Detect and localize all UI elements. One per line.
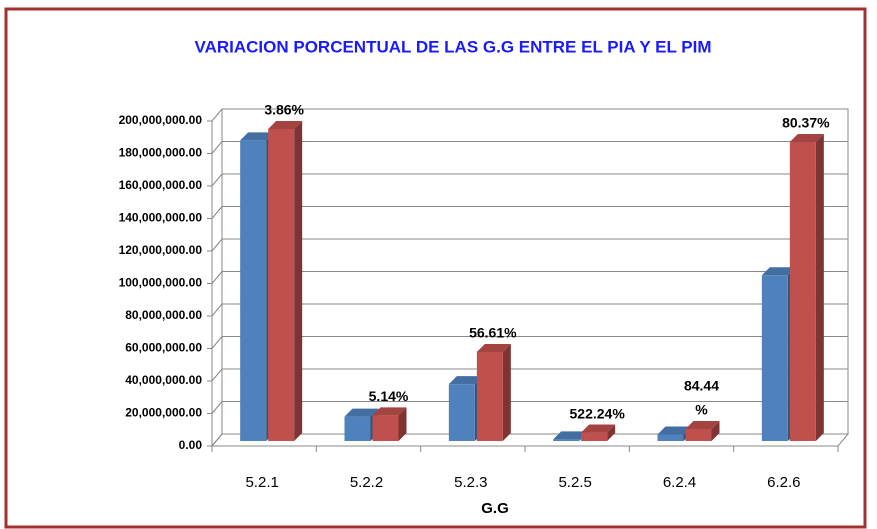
bar: [476, 343, 511, 441]
bar-front: [685, 428, 712, 441]
bar-top: [789, 134, 824, 142]
grid-line-side: [211, 238, 223, 252]
annotation: 84.44: [684, 378, 719, 394]
x-tick-label: 6.2.4: [663, 474, 696, 491]
annotation: 3.86%: [264, 102, 304, 118]
x-tick-label: 5.2.1: [245, 474, 278, 491]
frame: [4, 7, 867, 529]
bar-top: [448, 376, 483, 385]
y-tick-label: 160,000,000.00: [119, 178, 203, 192]
bar-top: [553, 431, 588, 440]
y-tick-label: 140,000,000.00: [119, 211, 203, 225]
bar: [685, 420, 720, 441]
bar-top: [685, 420, 720, 429]
grid-line-side: [211, 141, 223, 154]
bar-front: [581, 432, 608, 441]
annotation: 56.61%: [469, 325, 517, 341]
y-tick-label: 40,000,000.00: [125, 373, 202, 387]
bar-top: [476, 343, 511, 352]
bar-side: [815, 134, 824, 441]
bar-side: [502, 343, 511, 441]
grid-line-side: [211, 173, 223, 187]
bar-front: [344, 416, 371, 441]
x-tick-label: 5.2.2: [350, 474, 383, 491]
grid-line-side: [211, 271, 223, 284]
x-tick-label: 6.2.6: [767, 474, 800, 491]
bar-front: [372, 415, 399, 441]
annotation: %: [695, 402, 708, 418]
y-tick-label: 100,000,000.00: [119, 276, 203, 290]
x-axis-title: G.G: [481, 500, 509, 517]
bar-front: [448, 384, 475, 441]
y-tick-label: 0.00: [179, 438, 203, 452]
bar-top: [240, 132, 275, 141]
bar-front: [268, 129, 295, 441]
bar-top: [581, 424, 616, 433]
bar-side: [294, 121, 303, 441]
bar-front: [761, 275, 788, 441]
y-tick-label: 60,000,000.00: [125, 341, 202, 355]
bar: [372, 407, 407, 441]
bar-front: [553, 439, 580, 441]
bar-side: [398, 407, 407, 441]
bar-front: [476, 351, 503, 441]
x-tick-label: 5.2.5: [558, 474, 591, 491]
bar-top: [268, 121, 303, 129]
y-tick-label: 20,000,000.00: [125, 406, 202, 420]
y-tick-label: 200,000,000.00: [119, 113, 203, 127]
grid-line-side: [211, 336, 223, 349]
bar: [268, 121, 303, 441]
bar-top: [657, 426, 692, 435]
x-tick-label: 5.2.3: [454, 474, 487, 491]
bar: [581, 424, 616, 441]
y-tick-label: 80,000,000.00: [125, 308, 202, 322]
y-tick-label: 180,000,000.00: [119, 146, 203, 160]
bar: [789, 134, 824, 441]
annotation: 522.24%: [570, 405, 626, 421]
grid-line-side: [211, 303, 223, 317]
grid-line-side: [211, 401, 223, 414]
bar-front: [789, 142, 816, 441]
bar-top: [344, 408, 379, 417]
grid-line-side: [211, 108, 223, 122]
grid-line-side: [211, 368, 223, 382]
bar-top: [372, 407, 407, 416]
grid-line-side: [211, 206, 223, 219]
annotation: 5.14%: [369, 388, 409, 404]
bar-top: [761, 267, 796, 276]
bar-side: [607, 424, 616, 441]
annotation: 80.37%: [782, 115, 830, 131]
y-tick-label: 120,000,000.00: [119, 243, 203, 257]
bar-front: [657, 434, 684, 441]
bar-side: [711, 420, 720, 441]
bar-front: [240, 140, 267, 441]
chart-title: VARIACION PORCENTUAL DE LAS G.G ENTRE EL…: [195, 37, 712, 56]
